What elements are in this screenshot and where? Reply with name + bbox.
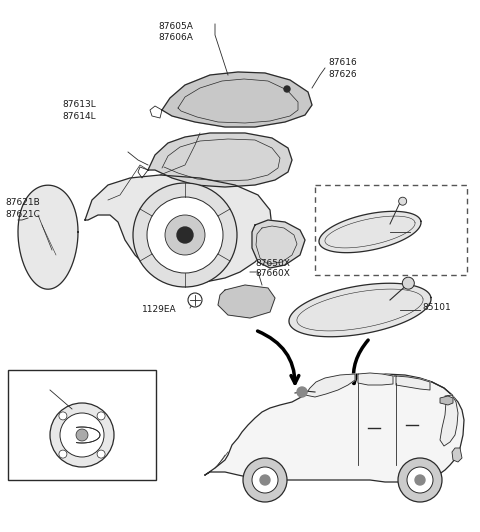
Circle shape	[177, 227, 193, 243]
Text: 87614L: 87614L	[62, 112, 96, 121]
Polygon shape	[358, 373, 393, 385]
Circle shape	[243, 458, 287, 502]
Circle shape	[97, 412, 105, 420]
Text: 85101: 85101	[412, 226, 441, 235]
Text: 87616: 87616	[328, 58, 357, 67]
Polygon shape	[252, 220, 305, 268]
Text: 87605A: 87605A	[158, 22, 193, 31]
Text: 87650X: 87650X	[255, 259, 290, 268]
Bar	[8, 370, 156, 480]
Circle shape	[398, 458, 442, 502]
Circle shape	[76, 429, 88, 441]
Text: 1129EA: 1129EA	[142, 305, 177, 314]
Polygon shape	[305, 374, 355, 397]
Polygon shape	[218, 285, 275, 318]
Polygon shape	[205, 376, 464, 482]
Polygon shape	[440, 395, 458, 446]
Circle shape	[297, 387, 307, 397]
Circle shape	[188, 293, 202, 307]
Text: 87613L: 87613L	[62, 100, 96, 109]
Text: 87612: 87612	[22, 378, 50, 387]
Polygon shape	[396, 376, 430, 390]
Text: 87621B: 87621B	[5, 198, 40, 207]
Circle shape	[407, 467, 433, 493]
Text: 85101: 85101	[422, 303, 451, 312]
Circle shape	[260, 475, 270, 485]
Polygon shape	[289, 283, 431, 337]
Text: 87626: 87626	[328, 70, 357, 79]
Text: 87621C: 87621C	[5, 210, 40, 219]
Polygon shape	[18, 185, 78, 289]
Polygon shape	[148, 133, 292, 187]
Circle shape	[284, 86, 290, 92]
Polygon shape	[162, 72, 312, 127]
Text: 87660X: 87660X	[255, 269, 290, 278]
Polygon shape	[319, 211, 421, 253]
Circle shape	[147, 197, 223, 273]
Circle shape	[50, 403, 114, 467]
Circle shape	[97, 450, 105, 458]
Text: (W/ECM+ETCS TYPE): (W/ECM+ETCS TYPE)	[321, 193, 414, 202]
Circle shape	[399, 197, 407, 205]
Circle shape	[60, 413, 104, 457]
Bar	[315, 185, 467, 275]
Text: 87622: 87622	[22, 390, 50, 399]
Circle shape	[165, 215, 205, 255]
Polygon shape	[452, 448, 462, 462]
Polygon shape	[85, 175, 272, 282]
Circle shape	[415, 475, 425, 485]
Circle shape	[59, 450, 67, 458]
Text: 87606A: 87606A	[158, 33, 193, 42]
Circle shape	[133, 183, 237, 287]
Circle shape	[252, 467, 278, 493]
Circle shape	[59, 412, 67, 420]
Polygon shape	[440, 396, 453, 405]
Circle shape	[402, 277, 414, 289]
